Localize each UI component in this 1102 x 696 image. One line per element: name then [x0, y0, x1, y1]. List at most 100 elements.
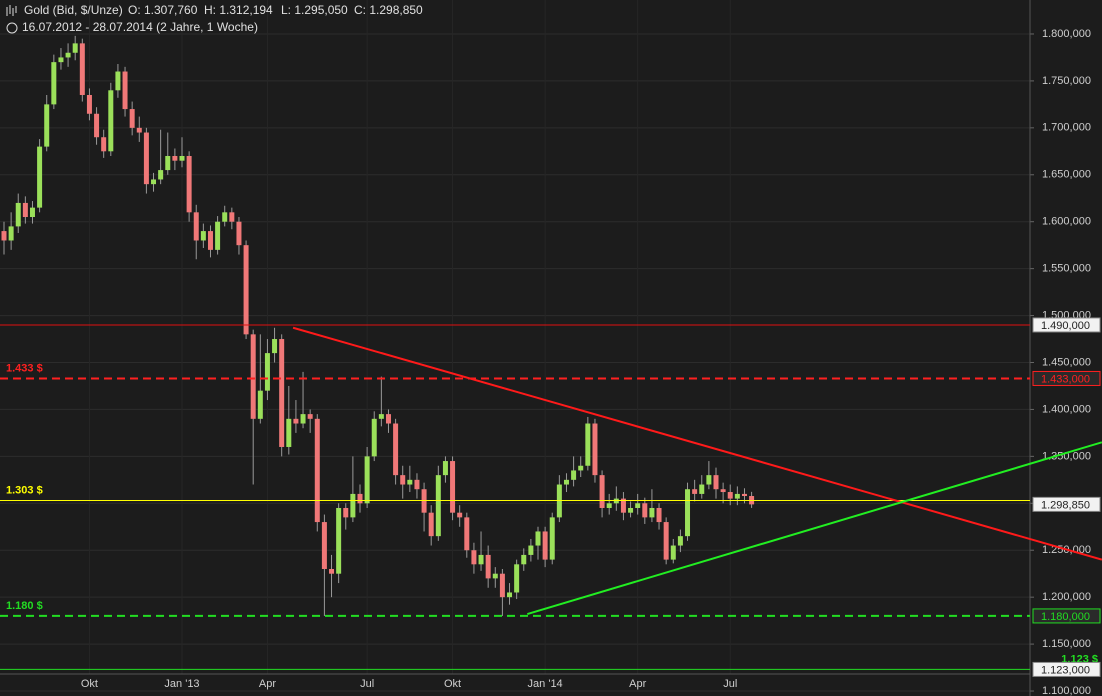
candle-body [435, 475, 441, 537]
candle-body [663, 522, 669, 560]
candle-body [172, 156, 178, 161]
ohlc-high: H: 1.312,194 [204, 3, 273, 17]
candle-body [599, 475, 605, 508]
x-tick-label: Jan '14 [528, 678, 563, 690]
candle-body [1, 231, 7, 241]
candle-body [300, 414, 306, 424]
candle-body [336, 507, 342, 574]
candle-body [727, 492, 733, 499]
candle-body [585, 423, 591, 466]
candle-body [314, 418, 320, 523]
y-tick-label: 1.350,000 [1042, 450, 1091, 462]
candle-body [108, 90, 114, 152]
candle-body [734, 493, 740, 499]
y-tick-label: 1.750,000 [1042, 75, 1091, 87]
y-tick-label: 1.550,000 [1042, 263, 1091, 275]
candle-body [514, 564, 520, 593]
candle-body [485, 554, 491, 579]
candle-body [15, 202, 21, 227]
candle-body [8, 226, 14, 241]
candle-body [286, 418, 292, 447]
candle-body [200, 231, 206, 241]
candle-body [656, 507, 662, 523]
candle-body [293, 418, 299, 424]
y-tick-label: 1.100,000 [1042, 685, 1091, 696]
level-box [1032, 661, 1101, 677]
candle-body [677, 536, 683, 546]
candle-body [385, 414, 391, 424]
chart-icon [6, 5, 17, 16]
candle-body [158, 170, 164, 180]
y-tick-label: 1.150,000 [1042, 638, 1091, 650]
candle-body [364, 456, 370, 504]
level-label: 1.123,000 [1041, 664, 1090, 676]
candle-body [378, 414, 384, 419]
candle-body [407, 479, 413, 485]
candle-body [706, 475, 712, 485]
candle-body [272, 339, 278, 354]
candle-body [507, 592, 513, 598]
header: Gold (Bid, $/Unze) O: 1.307,760 H: 1.312… [6, 3, 423, 34]
x-tick-label: Jan '13 [164, 678, 199, 690]
candle-body [528, 545, 534, 555]
candle-body [464, 517, 470, 551]
candle-body [628, 507, 634, 513]
level-tag: 1.433 $ [6, 362, 43, 374]
x-tick-label: Apr [629, 678, 646, 690]
candle-body [72, 43, 78, 53]
candle-body [521, 554, 527, 565]
candle-body [350, 493, 356, 518]
candle-body [642, 503, 648, 518]
candle-body [329, 569, 335, 574]
level-box [1032, 317, 1101, 333]
candle-body [215, 221, 221, 250]
last-price-box [1032, 496, 1101, 512]
candle-body [129, 109, 135, 128]
candle-body [699, 484, 705, 494]
candle-body [635, 503, 641, 508]
candle-body [492, 573, 498, 579]
chart-title: Gold (Bid, $/Unze) [24, 3, 123, 17]
ohlc-low: L: 1.295,050 [281, 3, 348, 17]
candle-body [371, 418, 377, 457]
ohlc-close: C: 1.298,850 [354, 3, 423, 17]
clock-icon [6, 22, 18, 34]
candle-body [578, 465, 584, 471]
candle-body [692, 489, 698, 494]
trendline [527, 441, 1102, 616]
candle-body [685, 489, 691, 537]
candle-body [229, 212, 235, 222]
y-tick-label: 1.200,000 [1042, 591, 1091, 603]
candle-body [563, 479, 569, 485]
candle-body [122, 71, 128, 110]
candle-body [442, 461, 448, 476]
y-tick-label: 1.800,000 [1042, 28, 1091, 40]
candle-body [549, 517, 555, 560]
candle-body [236, 221, 242, 246]
candle-body [606, 503, 612, 508]
trendline [292, 326, 1102, 561]
candle-body [79, 43, 85, 95]
x-tick-label: Jul [723, 678, 737, 690]
level-label: 1.490,000 [1041, 320, 1090, 332]
candle-body [571, 470, 577, 480]
candle-body [457, 512, 463, 518]
candle-body [478, 554, 484, 565]
candle-body [136, 127, 142, 133]
candle-body [720, 489, 726, 493]
candle-body [250, 334, 256, 419]
candle-body [51, 62, 57, 105]
candle-body [243, 245, 249, 335]
candle-body [393, 423, 399, 476]
candle-body [542, 531, 548, 560]
chart-subtitle: 16.07.2012 - 28.07.2014 (2 Jahre, 1 Woch… [22, 20, 258, 34]
candle-body [499, 573, 505, 598]
overlay: 1.490,000 1.433 $ 1.433,000 1.303 $ 1.180 $ 1… [0, 317, 1102, 677]
candle-body [165, 156, 171, 171]
candle-body [193, 212, 199, 241]
candle-body [22, 202, 28, 218]
x-tick-label: Apr [259, 678, 276, 690]
candle-body [143, 132, 149, 185]
level-tag: 1.180 $ [6, 600, 43, 612]
